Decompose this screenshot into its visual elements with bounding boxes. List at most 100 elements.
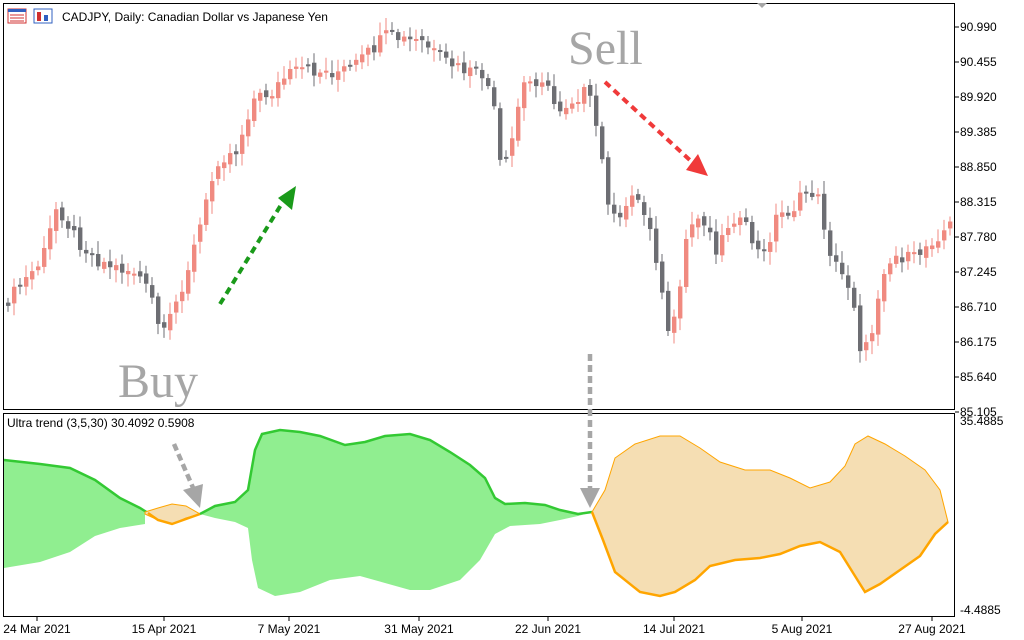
- candle: [876, 290, 881, 346]
- candle-body: [486, 78, 491, 87]
- candle: [30, 261, 35, 290]
- candle: [180, 280, 185, 314]
- candle: [594, 83, 599, 137]
- candle: [252, 90, 257, 128]
- candle: [672, 309, 677, 344]
- candle: [300, 56, 305, 79]
- candle: [642, 195, 647, 226]
- candle: [582, 83, 587, 113]
- candle-body: [144, 273, 149, 284]
- candle: [468, 60, 473, 88]
- candle-body: [774, 214, 779, 242]
- date-axis-label: 31 May 2021: [384, 622, 454, 636]
- candle: [36, 260, 41, 276]
- price-axis-label: 87.245: [960, 265, 997, 279]
- candle: [492, 80, 497, 110]
- candle: [834, 243, 839, 272]
- indicator-scale-bottom: -4.4885: [960, 603, 1001, 617]
- candle: [750, 215, 755, 250]
- candle-body: [444, 51, 449, 58]
- date-axis-label: 15 Apr 2021: [132, 622, 197, 636]
- candle: [336, 59, 341, 92]
- candle: [450, 50, 455, 79]
- candle-body: [912, 252, 917, 255]
- candle: [198, 217, 203, 254]
- candle-body: [204, 199, 209, 225]
- candle-body: [600, 126, 605, 160]
- candle-body: [852, 287, 857, 308]
- candle: [456, 55, 461, 72]
- candle: [168, 302, 173, 340]
- candle: [258, 88, 263, 113]
- candle: [924, 239, 929, 268]
- candle-body: [816, 194, 821, 197]
- candle: [408, 27, 413, 52]
- candle-body: [306, 64, 311, 67]
- candle-body: [300, 67, 305, 70]
- candle-body: [924, 246, 929, 258]
- candle: [624, 197, 629, 228]
- candle: [546, 72, 551, 91]
- candle-body: [768, 242, 773, 252]
- candle-body: [18, 284, 23, 287]
- candle: [234, 144, 239, 167]
- candle: [306, 58, 311, 73]
- candle-body: [468, 67, 473, 77]
- candle: [534, 72, 539, 98]
- candle-body: [354, 59, 359, 65]
- candle: [420, 29, 425, 53]
- candle: [174, 294, 179, 324]
- candle: [480, 63, 485, 91]
- candle: [786, 205, 791, 220]
- candle-body: [228, 153, 233, 165]
- candle: [690, 211, 695, 247]
- candle: [42, 236, 47, 274]
- indicator-buy-arrow-shaft: [171, 443, 197, 491]
- candle: [504, 150, 509, 163]
- date-axis-label: 22 Jun 2021: [515, 622, 581, 636]
- candle-body: [942, 230, 947, 241]
- candle: [822, 181, 827, 240]
- candle-body: [870, 333, 875, 342]
- chart-icon[interactable]: [33, 8, 53, 24]
- candle: [858, 294, 863, 363]
- candle-body: [288, 68, 293, 80]
- candle: [888, 258, 893, 282]
- candle: [516, 98, 521, 147]
- candle: [312, 53, 317, 87]
- candle-body: [102, 261, 107, 269]
- candle: [288, 60, 293, 85]
- candle: [342, 59, 347, 82]
- candle-body: [432, 48, 437, 51]
- candle: [12, 278, 17, 316]
- candle-body: [702, 216, 707, 226]
- candle: [246, 109, 251, 147]
- table-icon[interactable]: [7, 8, 27, 24]
- candle: [936, 229, 941, 254]
- candle: [804, 185, 809, 203]
- candle: [870, 324, 875, 355]
- candle: [186, 261, 191, 301]
- candle: [264, 83, 269, 105]
- candle-body: [660, 261, 665, 293]
- indicator-label: Ultra trend (3,5,30) 30.4092 0.5908: [7, 416, 195, 430]
- candle-body: [552, 86, 557, 105]
- candle-body: [216, 166, 221, 179]
- candle: [24, 265, 29, 296]
- candle: [612, 192, 617, 223]
- candle: [738, 210, 743, 236]
- candle: [72, 214, 77, 238]
- price-axis-label: 90.990: [960, 20, 997, 34]
- candle: [648, 207, 653, 241]
- candle-body: [864, 342, 869, 351]
- candle-body: [276, 82, 281, 99]
- candle: [576, 89, 581, 112]
- candle-body: [714, 231, 719, 255]
- candle-body: [840, 262, 845, 275]
- candle-body: [636, 194, 641, 200]
- candle-body: [90, 253, 95, 256]
- candle: [144, 265, 149, 293]
- date-axis-label: 14 Jul 2021: [643, 622, 705, 636]
- candle-body: [546, 80, 551, 86]
- indicator-scale-top: 35.4885: [960, 414, 1004, 428]
